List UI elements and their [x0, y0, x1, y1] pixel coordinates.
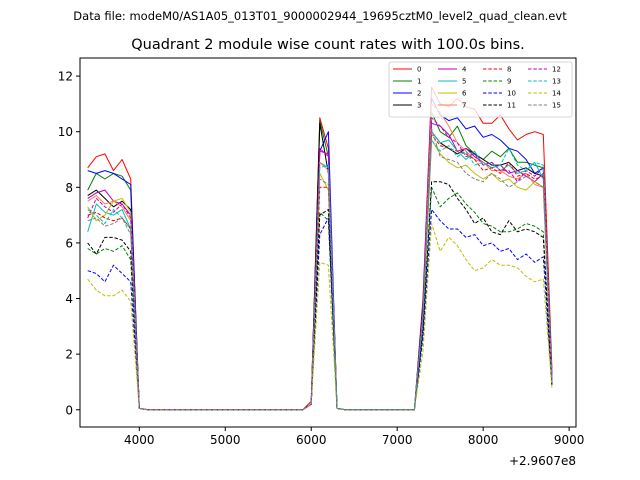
y-tick-label: 8 [65, 181, 73, 195]
series-line-2 [87, 97, 553, 411]
y-tick-label: 10 [58, 125, 73, 139]
legend-label-9: 9 [507, 78, 511, 86]
chart-title: Quadrant 2 module wise count rates with … [131, 37, 525, 53]
y-axis: 0 2 4 6 8 10 12 [58, 70, 80, 417]
legend-label-7: 7 [462, 102, 466, 110]
x-axis: 4000 5000 6000 7000 8000 9000 [124, 427, 584, 447]
y-tick-label: 2 [65, 348, 73, 362]
plot-area [87, 86, 553, 411]
legend-label-13: 13 [552, 78, 561, 86]
series-line-12 [87, 117, 553, 411]
legend-label-2: 2 [417, 90, 421, 98]
series-line-13 [87, 139, 553, 411]
legend-label-11: 11 [507, 102, 516, 110]
legend-label-0: 0 [417, 66, 421, 74]
legend-label-5: 5 [462, 78, 466, 86]
series-line-15 [87, 128, 553, 411]
legend-box [388, 61, 573, 118]
figure-suptitle: Data file: modeM0/AS1A05_013T01_90000029… [73, 9, 567, 23]
x-tick-label: 6000 [296, 433, 327, 447]
legend-label-12: 12 [552, 66, 561, 74]
x-tick-label: 8000 [468, 433, 499, 447]
x-tick-label: 7000 [382, 433, 413, 447]
series-line-14 [87, 223, 553, 411]
y-tick-label: 0 [65, 403, 73, 417]
x-offset-label: +2.9607e8 [509, 454, 576, 468]
x-tick-label: 9000 [554, 433, 585, 447]
y-tick-label: 6 [65, 236, 73, 250]
x-tick-label: 5000 [210, 433, 241, 447]
legend-label-4: 4 [462, 66, 467, 74]
series-line-11 [87, 181, 553, 411]
y-tick-label: 4 [65, 292, 73, 306]
series-line-10 [87, 209, 553, 411]
legend-label-6: 6 [462, 90, 467, 98]
legend-label-10: 10 [507, 90, 516, 98]
x-tick-label: 4000 [124, 433, 155, 447]
legend-label-8: 8 [507, 66, 511, 74]
y-tick-label: 12 [58, 70, 73, 84]
legend-label-3: 3 [417, 102, 421, 110]
legend-label-1: 1 [417, 78, 421, 86]
legend-label-14: 14 [552, 90, 561, 98]
legend-label-15: 15 [552, 102, 561, 110]
